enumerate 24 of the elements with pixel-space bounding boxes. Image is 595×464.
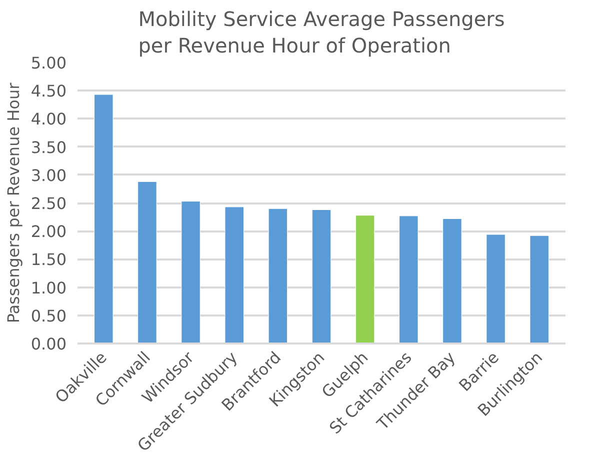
bar — [94, 94, 114, 344]
bar — [224, 206, 244, 344]
y-tick-label: 0.00 — [30, 334, 66, 354]
y-tick-label: 5.00 — [30, 54, 66, 72]
y-tick-label: 3.00 — [30, 166, 66, 185]
bar — [442, 218, 462, 344]
chart-title: Mobility Service Average Passengers per Revenue Hour of Operation — [138, 7, 505, 58]
bar — [181, 201, 200, 344]
bar — [355, 215, 375, 344]
bar — [312, 209, 332, 344]
bar — [399, 216, 418, 344]
y-tick-label: 3.50 — [30, 138, 66, 157]
y-tick-label: 1.50 — [30, 250, 66, 270]
y-tick-label: 4.00 — [30, 110, 66, 129]
bar — [530, 235, 549, 344]
y-axis-title: Passengers per Revenue Hour — [4, 82, 23, 324]
y-tick-label: 2.50 — [30, 194, 66, 213]
y-tick-label: 4.50 — [30, 82, 66, 101]
y-tick-label: 2.00 — [30, 222, 66, 242]
bar — [138, 181, 157, 344]
y-tick-label: 1.00 — [30, 278, 66, 298]
bar — [268, 208, 288, 344]
bar — [486, 234, 506, 344]
y-tick-label: 0.50 — [30, 306, 66, 326]
